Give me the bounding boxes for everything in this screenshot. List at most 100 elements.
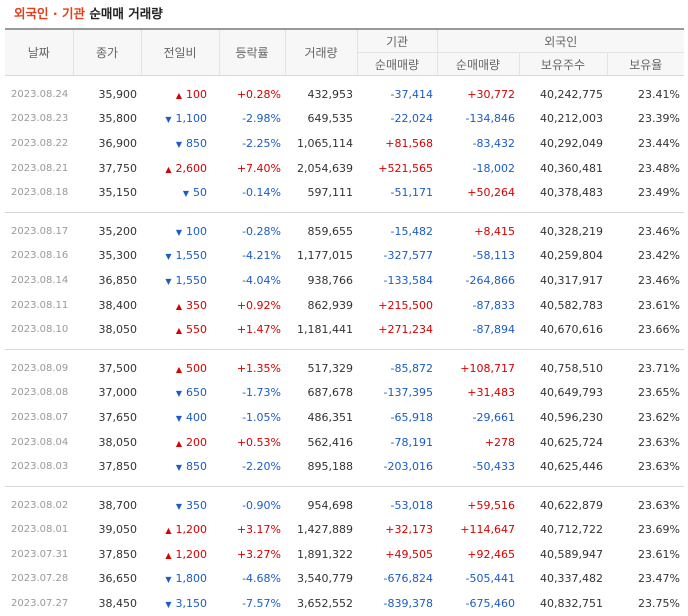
row-change: ▲ 500 — [141, 356, 219, 381]
row-volume: 562,416 — [307, 435, 354, 449]
row-inst-net: +32,173 — [385, 523, 433, 537]
header-foreign-group: 외국인 — [436, 28, 684, 53]
row-foreign-ratio: 23.48% — [638, 161, 680, 175]
row-foreign-net: -87,894 — [472, 323, 515, 337]
row-rate: -1.05% — [242, 410, 281, 424]
row-inst-net: -327,577 — [383, 249, 433, 263]
row-inst-net: -133,584 — [383, 273, 433, 287]
row-foreign-net: +108,717 — [460, 361, 515, 375]
row-foreign-hold: 40,596,230 — [540, 410, 603, 424]
row-change: ▲ 100 — [141, 82, 219, 107]
row-inst-net: +215,500 — [378, 298, 433, 312]
row-volume: 862,939 — [307, 298, 354, 312]
header-foreign-hold: 보유주수 — [518, 52, 607, 76]
row-close: 38,400 — [98, 298, 138, 312]
row-rate: +1.47% — [236, 323, 281, 337]
down-triangle-icon: ▼ — [182, 189, 189, 199]
row-foreign-net: +59,516 — [467, 498, 515, 512]
row-volume: 1,177,015 — [297, 249, 353, 263]
row-rate: -1.73% — [242, 386, 281, 400]
title-inst: 기관 — [61, 6, 85, 21]
row-change: ▼ 850 — [141, 131, 219, 156]
row-change: ▼ 1,550 — [141, 244, 219, 269]
row-volume: 1,891,322 — [297, 547, 353, 561]
table-row: 2023.08.14 36,850 ▼ 1,550 -4.04% 938,766 -133,… — [5, 268, 684, 293]
row-change-value: 1,550 — [175, 273, 208, 287]
row-volume: 517,329 — [307, 361, 354, 375]
row-foreign-hold: 40,670,616 — [540, 323, 603, 337]
row-volume: 938,766 — [307, 273, 354, 287]
row-change: ▲ 2,600 — [141, 156, 219, 181]
up-triangle-icon: ▲ — [175, 301, 182, 311]
row-foreign-ratio: 23.46% — [638, 224, 680, 238]
row-change: ▲ 550 — [141, 317, 219, 342]
row-change-value: 1,100 — [175, 112, 208, 126]
row-close: 37,850 — [98, 547, 138, 561]
row-rate: -2.20% — [242, 460, 281, 474]
title-foreign: 외국인 — [14, 6, 49, 21]
up-triangle-icon: ▲ — [175, 438, 182, 448]
row-change: ▼ 350 — [141, 493, 219, 518]
row-inst-net: -85,872 — [390, 361, 433, 375]
row-change: ▲ 200 — [141, 430, 219, 455]
row-foreign-net: -83,432 — [472, 136, 515, 150]
row-rate: -4.68% — [242, 572, 281, 586]
row-foreign-hold: 40,242,775 — [540, 87, 603, 101]
row-close: 37,650 — [98, 410, 138, 424]
row-date: 2023.08.18 — [11, 187, 69, 199]
row-change: ▼ 400 — [141, 405, 219, 430]
row-date: 2023.08.03 — [11, 461, 69, 473]
row-foreign-ratio: 23.42% — [638, 249, 680, 263]
row-foreign-hold: 40,317,917 — [540, 273, 603, 287]
row-date: 2023.08.01 — [11, 524, 69, 536]
row-change-value: 1,550 — [175, 249, 208, 263]
row-close: 39,050 — [98, 523, 138, 537]
row-foreign-hold: 40,360,481 — [540, 161, 603, 175]
table-row: 2023.08.01 39,050 ▲ 1,200 +3.17% 1,427,889 +32… — [5, 518, 684, 543]
row-date: 2023.08.10 — [11, 324, 69, 336]
down-triangle-icon: ▼ — [165, 575, 172, 585]
table-row: 2023.08.17 35,200 ▼ 100 -0.28% 859,655 -15,482… — [5, 219, 684, 244]
row-volume: 1,181,441 — [297, 323, 353, 337]
row-change-value: 1,200 — [175, 523, 208, 537]
row-foreign-ratio: 23.63% — [638, 498, 680, 512]
row-change-value: 1,200 — [175, 547, 208, 561]
row-change: ▼ 1,800 — [141, 567, 219, 592]
table-row: 2023.08.10 38,050 ▲ 550 +1.47% 1,181,441 +271,… — [5, 317, 684, 342]
row-date: 2023.08.16 — [11, 250, 69, 262]
row-volume: 1,065,114 — [297, 136, 353, 150]
page-title: 외국인 · 기관 순매매 거래량 — [0, 0, 688, 28]
down-triangle-icon: ▼ — [175, 413, 182, 423]
down-triangle-icon: ▼ — [175, 463, 182, 473]
row-change: ▲ 350 — [141, 293, 219, 318]
row-change: ▼ 3,150 — [141, 591, 219, 616]
row-date: 2023.08.17 — [11, 225, 69, 237]
row-close: 37,000 — [98, 386, 138, 400]
row-foreign-hold: 40,625,446 — [540, 460, 603, 474]
table-row: 2023.08.24 35,900 ▲ 100 +0.28% 432,953 -37,414… — [5, 82, 684, 107]
row-close: 38,700 — [98, 498, 138, 512]
row-date: 2023.08.21 — [11, 162, 69, 174]
row-foreign-hold: 40,649,793 — [540, 386, 603, 400]
row-close: 35,900 — [98, 87, 138, 101]
row-foreign-net: -134,846 — [465, 112, 515, 126]
row-date: 2023.08.23 — [11, 113, 69, 125]
up-triangle-icon: ▲ — [165, 526, 172, 536]
row-inst-net: +271,234 — [378, 323, 433, 337]
row-change: ▼ 100 — [141, 219, 219, 244]
row-date: 2023.08.02 — [11, 499, 69, 511]
row-change-value: 50 — [193, 186, 207, 200]
row-volume: 1,427,889 — [297, 523, 353, 537]
row-date: 2023.07.27 — [11, 598, 69, 610]
row-inst-net: -839,378 — [383, 597, 433, 611]
table-row: 2023.08.22 36,900 ▼ 850 -2.25% 1,065,114 +81,5… — [5, 131, 684, 156]
row-foreign-ratio: 23.41% — [638, 87, 680, 101]
row-change-value: 850 — [186, 460, 207, 474]
row-foreign-ratio: 23.69% — [638, 523, 680, 537]
up-triangle-icon: ▲ — [165, 550, 172, 560]
row-rate: +0.92% — [236, 298, 281, 312]
row-inst-net: -51,171 — [390, 186, 433, 200]
row-rate: -7.57% — [242, 597, 281, 611]
down-triangle-icon: ▼ — [165, 276, 172, 286]
row-change-value: 850 — [186, 136, 207, 150]
